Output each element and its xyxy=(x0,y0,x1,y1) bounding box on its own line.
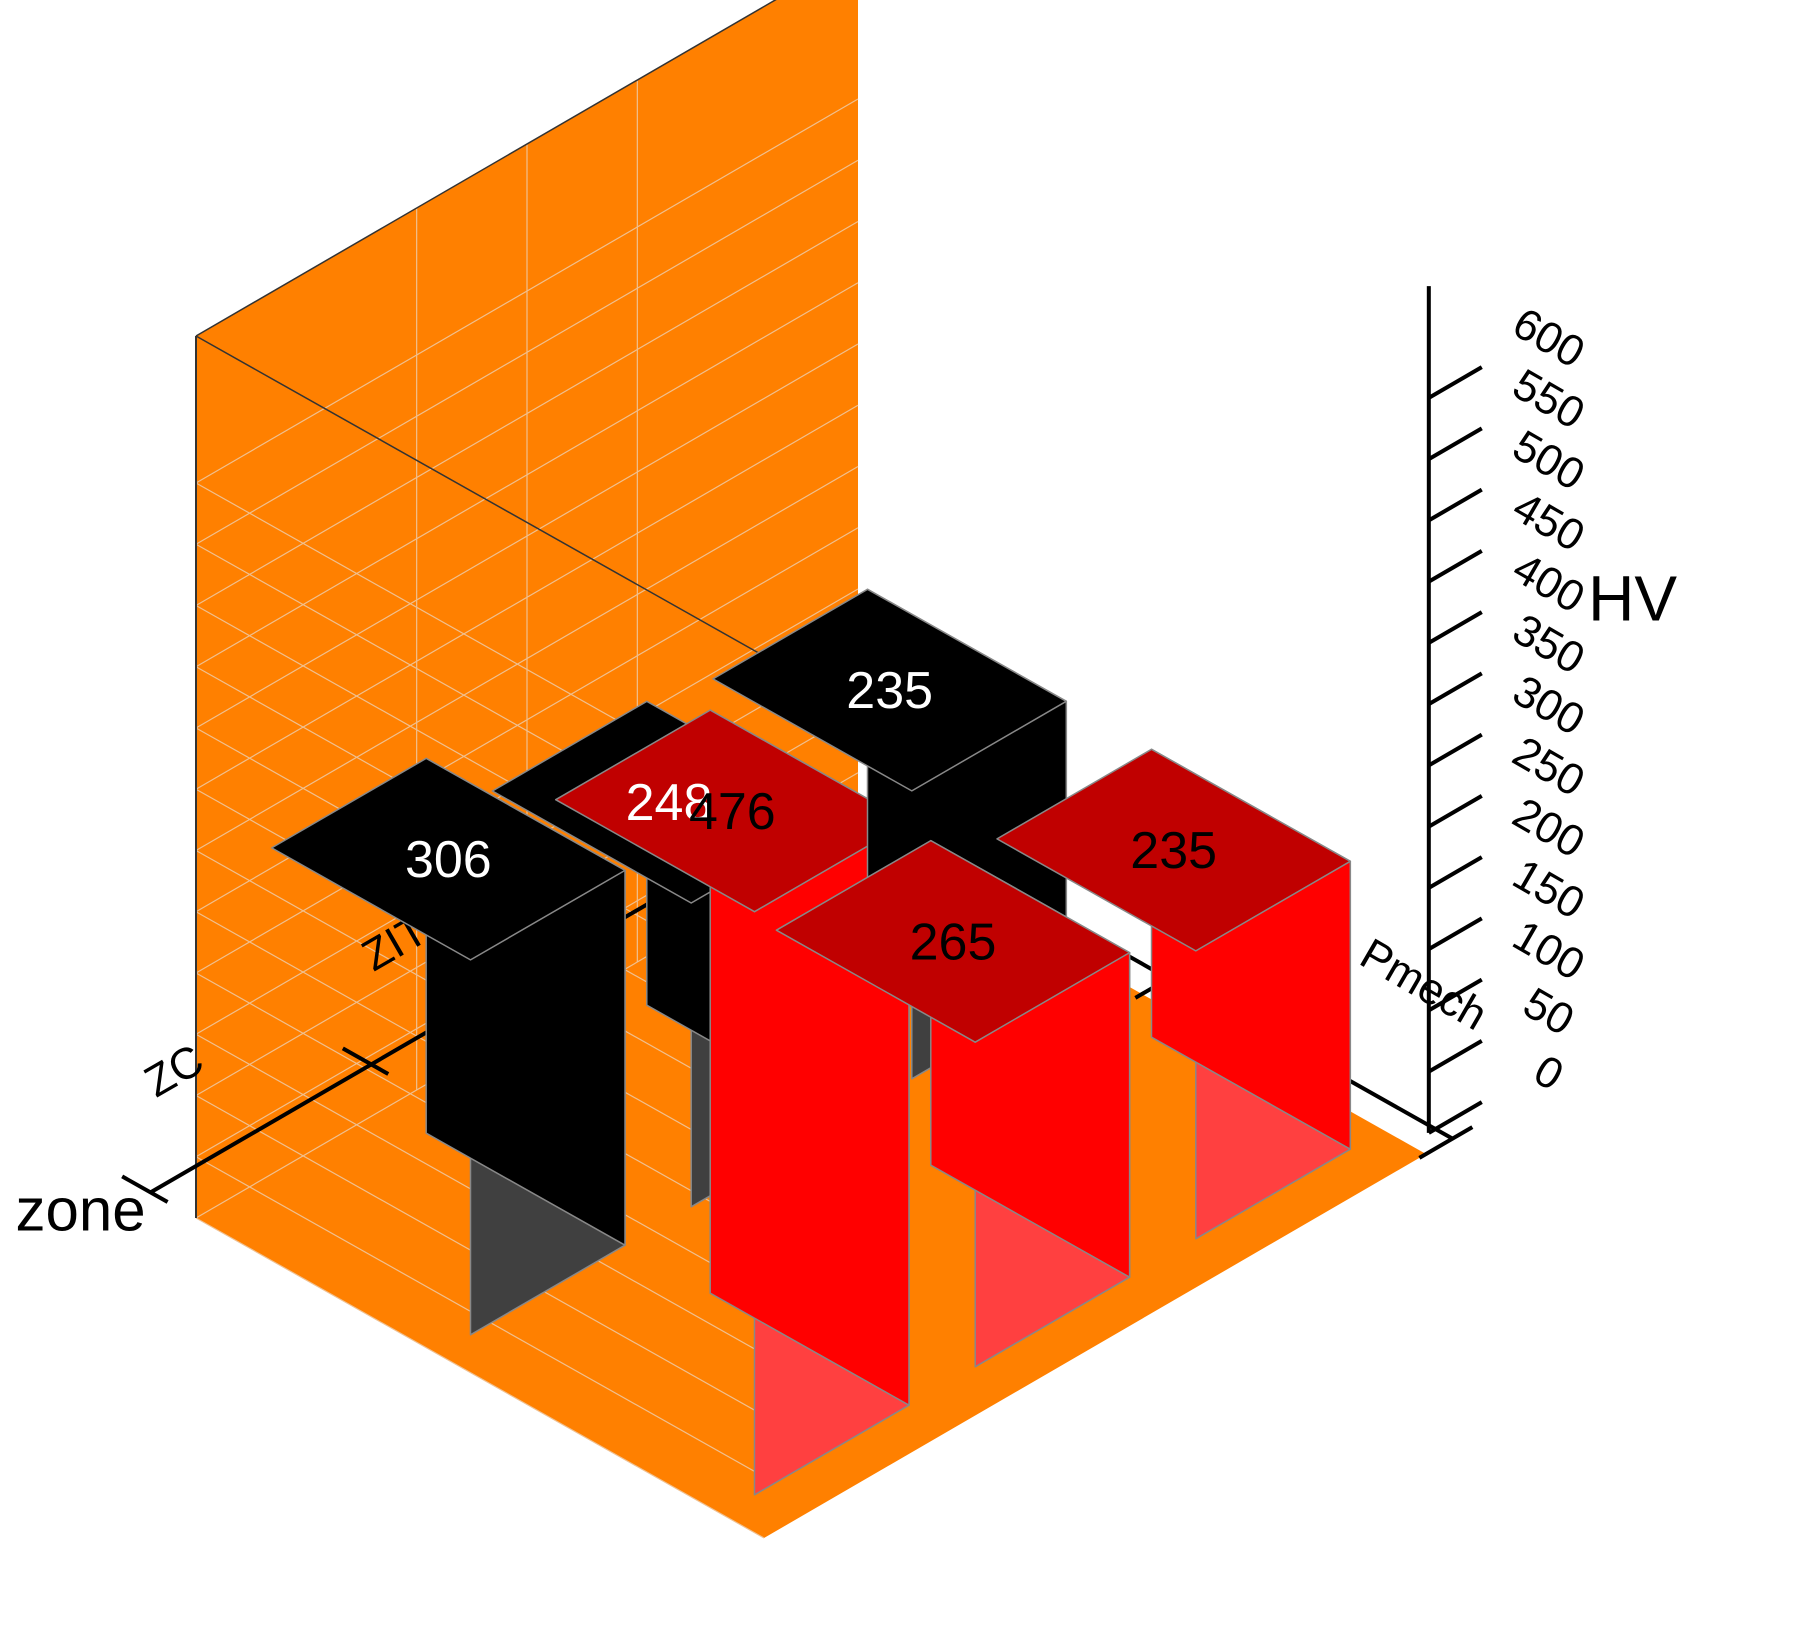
zone-tick xyxy=(121,1174,169,1204)
hv-tick-label: 150 xyxy=(1505,850,1593,929)
bar-pman-zc xyxy=(270,757,626,1336)
hv-tick xyxy=(1427,916,1483,951)
data-label-pmech-zc: 476 xyxy=(689,783,776,841)
hv-tick-label: 250 xyxy=(1505,727,1593,806)
hv-tick xyxy=(1427,426,1483,461)
hv-tick xyxy=(1427,732,1483,768)
hv-tick-label: 550 xyxy=(1505,360,1593,439)
data-label-pman-zit: 248 xyxy=(626,774,713,832)
hv-tick xyxy=(1427,977,1483,1013)
data-label-pmech-zit: 265 xyxy=(910,913,997,971)
data-label-pmech-mb: 235 xyxy=(1130,822,1217,880)
hv-tick-label: 450 xyxy=(1505,482,1593,561)
hv-tick xyxy=(1427,365,1483,400)
data-label-pman-mb: 235 xyxy=(846,662,933,720)
hv-tick-label: 350 xyxy=(1505,605,1593,684)
hv-tick-label: 200 xyxy=(1505,788,1593,867)
data-label-pman-zc: 306 xyxy=(405,831,492,889)
wall-top-edge-right xyxy=(195,0,777,337)
bar-face-top-pmech-zit xyxy=(775,839,1131,1043)
hv-tick-label: 500 xyxy=(1505,421,1593,500)
hv-tick xyxy=(1427,1100,1483,1135)
hv-tick xyxy=(1427,487,1483,523)
hv-tick-label: 600 xyxy=(1505,298,1593,377)
chart-bars xyxy=(270,588,1352,1496)
gridline-left-wall xyxy=(195,1217,765,1539)
bar-pmech-zit xyxy=(775,839,1131,1368)
hv-tick xyxy=(1427,671,1483,706)
hv-tick xyxy=(1427,855,1483,890)
zone-tick xyxy=(341,1046,390,1076)
hv-tick-label: 0 xyxy=(1526,1046,1572,1101)
hv-tick xyxy=(1427,794,1483,829)
bar-face-top-pman-mb xyxy=(712,588,1068,792)
bar-face-top-pmech-zc xyxy=(554,709,910,913)
hv-tick xyxy=(1427,1039,1483,1074)
zone-axis-title: zone xyxy=(15,1176,145,1243)
bar-face-top-pman-zc xyxy=(270,757,626,961)
series-tick xyxy=(1418,1125,1474,1160)
bar-face-top-pmech-mb xyxy=(996,748,1352,952)
hv-axis-title: HV xyxy=(1588,562,1677,634)
hv-tick-label: 50 xyxy=(1515,978,1582,1045)
hv-tick xyxy=(1427,549,1483,584)
hv-tick xyxy=(1427,610,1483,645)
hv-tick-label: 300 xyxy=(1505,666,1593,745)
hv-tick-label: 100 xyxy=(1505,911,1593,990)
wall-top-edge-left xyxy=(195,335,765,657)
hv-tick-label: 400 xyxy=(1505,543,1593,622)
bar-pmech-mb xyxy=(996,748,1352,1240)
